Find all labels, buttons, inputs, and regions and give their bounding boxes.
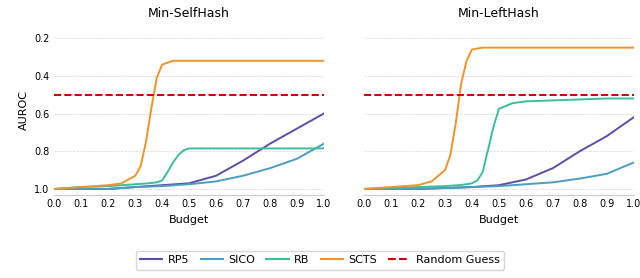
X-axis label: Budget: Budget <box>479 215 519 225</box>
X-axis label: Budget: Budget <box>169 215 209 225</box>
Title: Min-SelfHash: Min-SelfHash <box>148 7 230 20</box>
Legend: RP5, SICO, RB, SCTS, Random Guess: RP5, SICO, RB, SCTS, Random Guess <box>136 251 504 270</box>
Title: Min-LeftHash: Min-LeftHash <box>458 7 540 20</box>
Y-axis label: AUROC: AUROC <box>19 90 29 130</box>
